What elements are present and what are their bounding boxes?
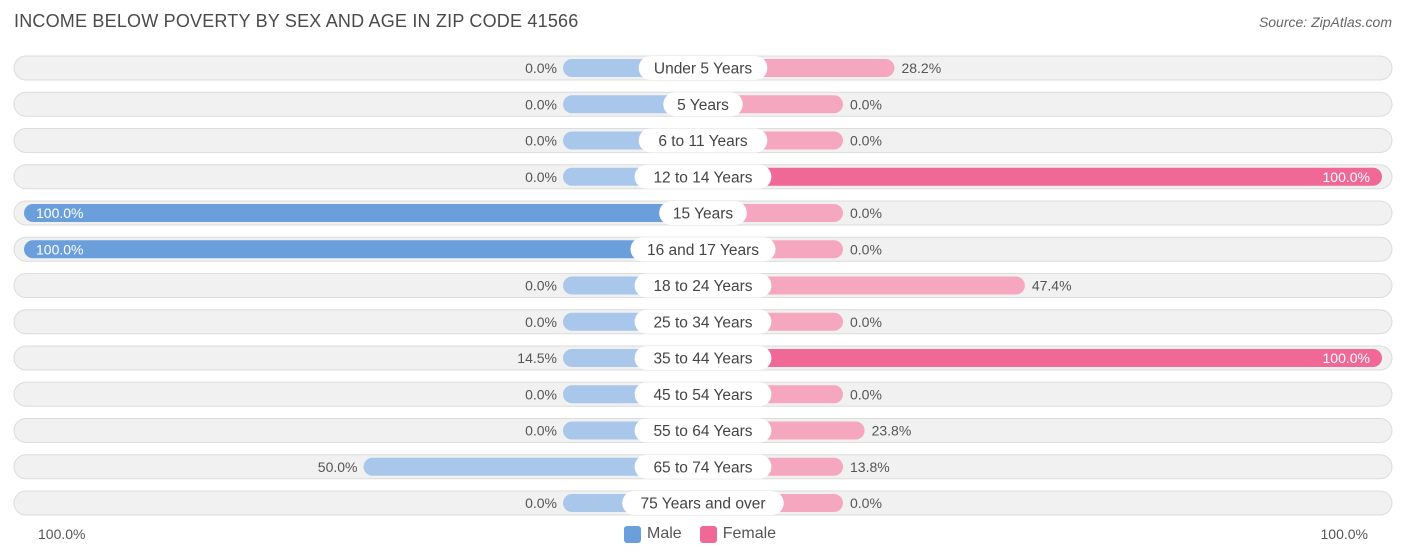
chart-title: INCOME BELOW POVERTY BY SEX AND AGE IN Z… — [14, 11, 579, 31]
legend-item-female[interactable]: Female — [699, 525, 777, 543]
category-label: 16 and 17 Years — [647, 242, 759, 259]
value-label-female: 28.2% — [901, 60, 941, 76]
legend-label-female: Female — [722, 525, 777, 542]
bar-female — [703, 167, 1382, 186]
category-pill — [634, 454, 772, 479]
category-label: 18 to 24 Years — [653, 278, 752, 295]
value-label-male: 0.0% — [525, 495, 557, 511]
value-label-female: 0.0% — [850, 241, 882, 257]
value-label-female: 0.0% — [850, 495, 882, 511]
axis-right-label: 100.0% — [1320, 526, 1368, 542]
category-label: 75 Years and over — [641, 496, 766, 513]
value-label-female: 100.0% — [1323, 350, 1370, 366]
value-label-female: 0.0% — [850, 96, 882, 112]
category-label: 25 to 34 Years — [653, 314, 752, 331]
bar-female — [703, 349, 1382, 367]
value-label-male: 0.0% — [525, 60, 557, 76]
category-label: 65 to 74 Years — [653, 459, 752, 476]
category-pill — [630, 237, 776, 262]
value-label-male: 0.0% — [525, 96, 557, 112]
value-label-male: 100.0% — [36, 241, 83, 257]
value-label-male: 0.0% — [525, 386, 557, 402]
chart-svg: 0.0% 28.2% Under 5 Years 0.0% 0.0% 5 Years 0.0… — [13, 55, 1393, 516]
bar-male — [363, 457, 703, 476]
value-label-male: 0.0% — [525, 314, 557, 330]
value-label-male: 0.0% — [525, 169, 557, 185]
category-pill — [638, 56, 768, 80]
value-label-female: 0.0% — [850, 205, 882, 221]
legend-label-male: Male — [647, 525, 682, 542]
value-label-female: 100.0% — [1323, 169, 1370, 185]
value-label-female: 0.0% — [850, 314, 882, 330]
value-label-female: 23.8% — [872, 423, 912, 439]
category-label: 35 to 44 Years — [653, 351, 752, 368]
axis-left-label: 100.0% — [38, 526, 86, 542]
value-label-female: 0.0% — [850, 133, 882, 149]
category-pill — [634, 418, 772, 443]
category-pill — [634, 164, 772, 189]
category-label: Under 5 Years — [654, 61, 752, 78]
legend-swatch-female — [699, 525, 717, 543]
bar-male — [24, 204, 703, 222]
category-pill — [622, 491, 784, 515]
category-label: 6 to 11 Years — [658, 133, 748, 150]
value-label-male: 50.0% — [318, 459, 358, 475]
category-pill — [638, 128, 768, 153]
source-label: Source: ZipAtlas.com — [1258, 14, 1392, 30]
value-label-male: 0.0% — [525, 133, 557, 149]
legend-swatch-male — [624, 525, 641, 543]
value-label-male: 14.5% — [517, 350, 557, 366]
category-label: 5 Years — [677, 97, 729, 114]
category-pill — [634, 382, 772, 407]
value-label-female: 13.8% — [850, 459, 890, 475]
bar-female — [703, 276, 1025, 295]
value-label-male: 0.0% — [525, 423, 557, 439]
category-pill — [663, 92, 743, 117]
value-label-male: 0.0% — [525, 278, 557, 294]
value-label-male: 100.0% — [36, 205, 83, 221]
category-pill — [634, 273, 772, 298]
category-pill — [634, 346, 772, 370]
category-label: 15 Years — [673, 206, 734, 223]
category-label: 12 to 14 Years — [653, 169, 752, 186]
value-label-female: 0.0% — [850, 386, 882, 402]
value-label-female: 47.4% — [1032, 278, 1072, 294]
category-label: 55 to 64 Years — [653, 423, 752, 440]
category-label: 45 to 54 Years — [653, 387, 752, 404]
category-pill — [634, 309, 772, 334]
bar-male — [24, 240, 703, 259]
legend: Male Female — [624, 525, 776, 543]
category-pill — [659, 201, 747, 225]
legend-item-male[interactable]: Male — [624, 525, 682, 543]
